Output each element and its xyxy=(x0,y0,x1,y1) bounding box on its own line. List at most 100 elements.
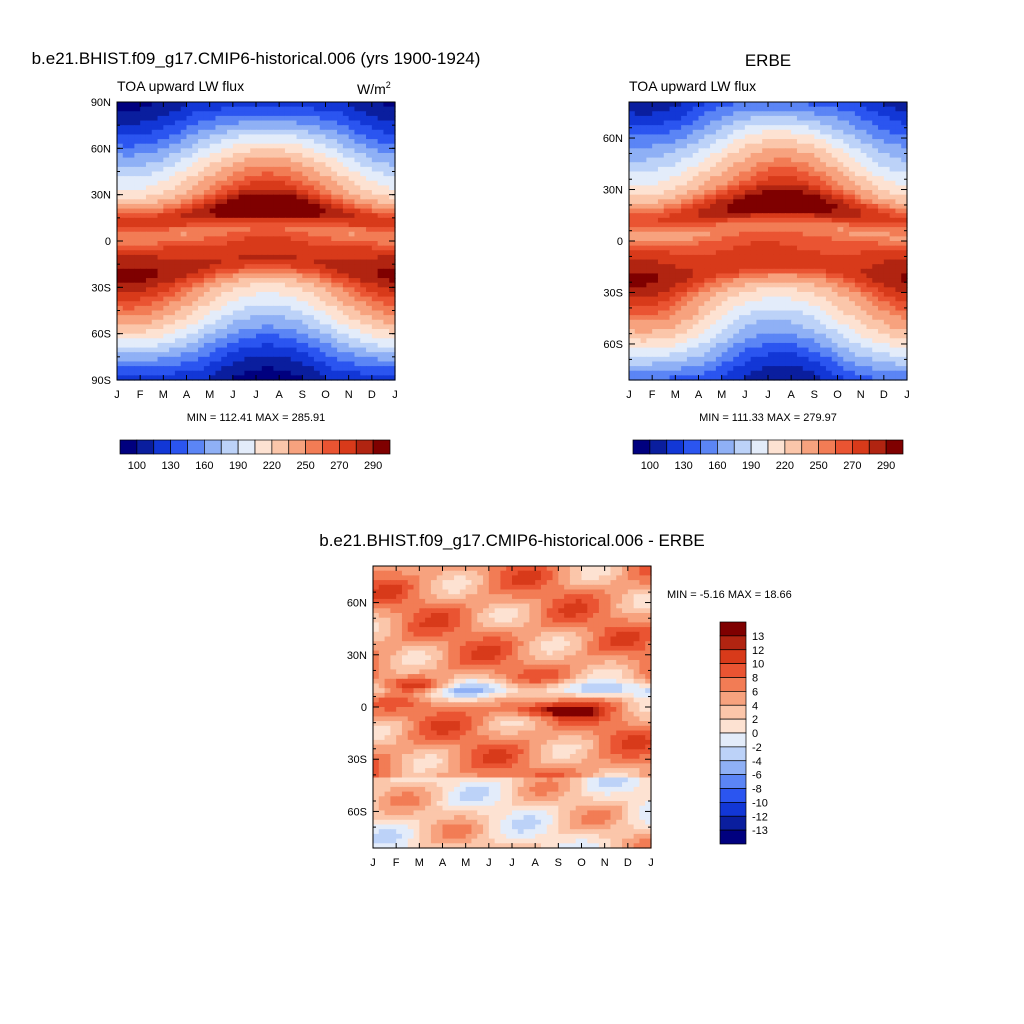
contour-cell xyxy=(313,227,321,233)
contour-cell xyxy=(849,287,856,293)
contour-cell xyxy=(802,134,810,140)
contour-cell xyxy=(302,152,309,159)
y-tick-label: 30N xyxy=(91,190,111,202)
contour-cell xyxy=(134,254,141,261)
contour-cell xyxy=(186,319,193,325)
contour-cell xyxy=(895,273,902,279)
contour-cell xyxy=(744,171,752,177)
contour-cell xyxy=(232,315,240,321)
contour-cell xyxy=(371,282,379,288)
contour-cell xyxy=(750,111,758,117)
contour-cell xyxy=(366,273,373,279)
contour-cell xyxy=(883,245,891,251)
contour-cell xyxy=(773,166,781,173)
contour-cell xyxy=(727,106,734,112)
contour-cell xyxy=(756,166,763,173)
contour-cell xyxy=(849,115,856,122)
contour-cell xyxy=(209,245,217,251)
contour-cell xyxy=(227,134,234,140)
contour-cell xyxy=(308,278,315,284)
contour-cell xyxy=(169,148,176,154)
contour-cell xyxy=(733,162,740,168)
contour-cell xyxy=(296,176,303,182)
contour-cell xyxy=(354,333,361,339)
contour-cell xyxy=(203,139,211,145)
contour-cell xyxy=(209,176,217,182)
contour-cell xyxy=(302,241,309,247)
contour-cell xyxy=(895,120,902,126)
contour-cell xyxy=(313,296,321,302)
contour-cell xyxy=(186,115,193,122)
contour-cell xyxy=(721,278,729,284)
contour-cell xyxy=(302,264,309,270)
contour-cell xyxy=(860,236,868,242)
contour-cell xyxy=(279,296,286,302)
contour-cell xyxy=(686,264,694,270)
contour-cell xyxy=(232,125,240,131)
contour-cell xyxy=(686,171,694,177)
contour-cell xyxy=(308,324,315,330)
contour-cell xyxy=(371,166,379,173)
contour-cell xyxy=(238,282,246,288)
contour-cell xyxy=(203,333,211,339)
contour-cell xyxy=(209,208,217,214)
contour-cell xyxy=(808,254,815,261)
contour-cell xyxy=(342,180,350,186)
contour-cell xyxy=(267,273,274,279)
contour-cell xyxy=(169,324,176,330)
contour-cell xyxy=(134,282,141,288)
contour-cell xyxy=(389,106,396,112)
contour-cell xyxy=(209,250,217,256)
contour-cell xyxy=(733,120,740,126)
contour-cell xyxy=(878,278,885,284)
contour-cell xyxy=(232,361,240,367)
contour-cell xyxy=(756,120,763,126)
contour-cell xyxy=(739,222,746,228)
contour-cell xyxy=(860,227,868,233)
contour-cell xyxy=(657,134,665,140)
contour-cell xyxy=(366,375,373,381)
contour-cell xyxy=(802,143,810,149)
contour-cell xyxy=(744,185,752,191)
contour-cell xyxy=(383,208,390,214)
contour-cell xyxy=(808,176,815,182)
contour-cell xyxy=(698,166,705,173)
contour-cell xyxy=(675,282,682,288)
contour-cell xyxy=(203,305,211,312)
contour-cell xyxy=(290,106,298,112)
contour-cell xyxy=(791,152,798,159)
contour-cell xyxy=(383,319,390,325)
contour-cell xyxy=(360,143,367,149)
contour-cell xyxy=(785,102,792,108)
contour-cell xyxy=(657,125,665,131)
contour-cell xyxy=(302,106,309,112)
contour-cell xyxy=(290,310,298,316)
contour-cell xyxy=(325,106,332,112)
contour-cell xyxy=(232,296,240,302)
contour-cell xyxy=(669,245,676,251)
contour-cell xyxy=(227,213,234,219)
contour-cell xyxy=(383,241,390,247)
contour-cell xyxy=(238,259,246,265)
contour-cell xyxy=(186,250,193,256)
contour-cell xyxy=(802,152,810,159)
contour-cell xyxy=(337,241,344,247)
contour-cell xyxy=(313,111,321,117)
contour-cell xyxy=(238,273,246,279)
contour-cell xyxy=(267,361,274,367)
contour-cell xyxy=(180,333,188,339)
contour-cell xyxy=(117,273,124,279)
contour-cell xyxy=(825,287,833,293)
contour-cell xyxy=(313,139,321,145)
contour-cell xyxy=(791,282,798,288)
contour-cell xyxy=(843,125,850,131)
contour-cell xyxy=(675,171,682,177)
contour-cell xyxy=(698,157,705,163)
contour-cell xyxy=(831,143,839,149)
contour-cell xyxy=(325,162,332,168)
contour-cell xyxy=(843,264,850,270)
contour-cell xyxy=(366,185,373,191)
contour-cell xyxy=(860,213,868,219)
contour-cell xyxy=(383,102,390,108)
contour-cell xyxy=(134,305,141,312)
